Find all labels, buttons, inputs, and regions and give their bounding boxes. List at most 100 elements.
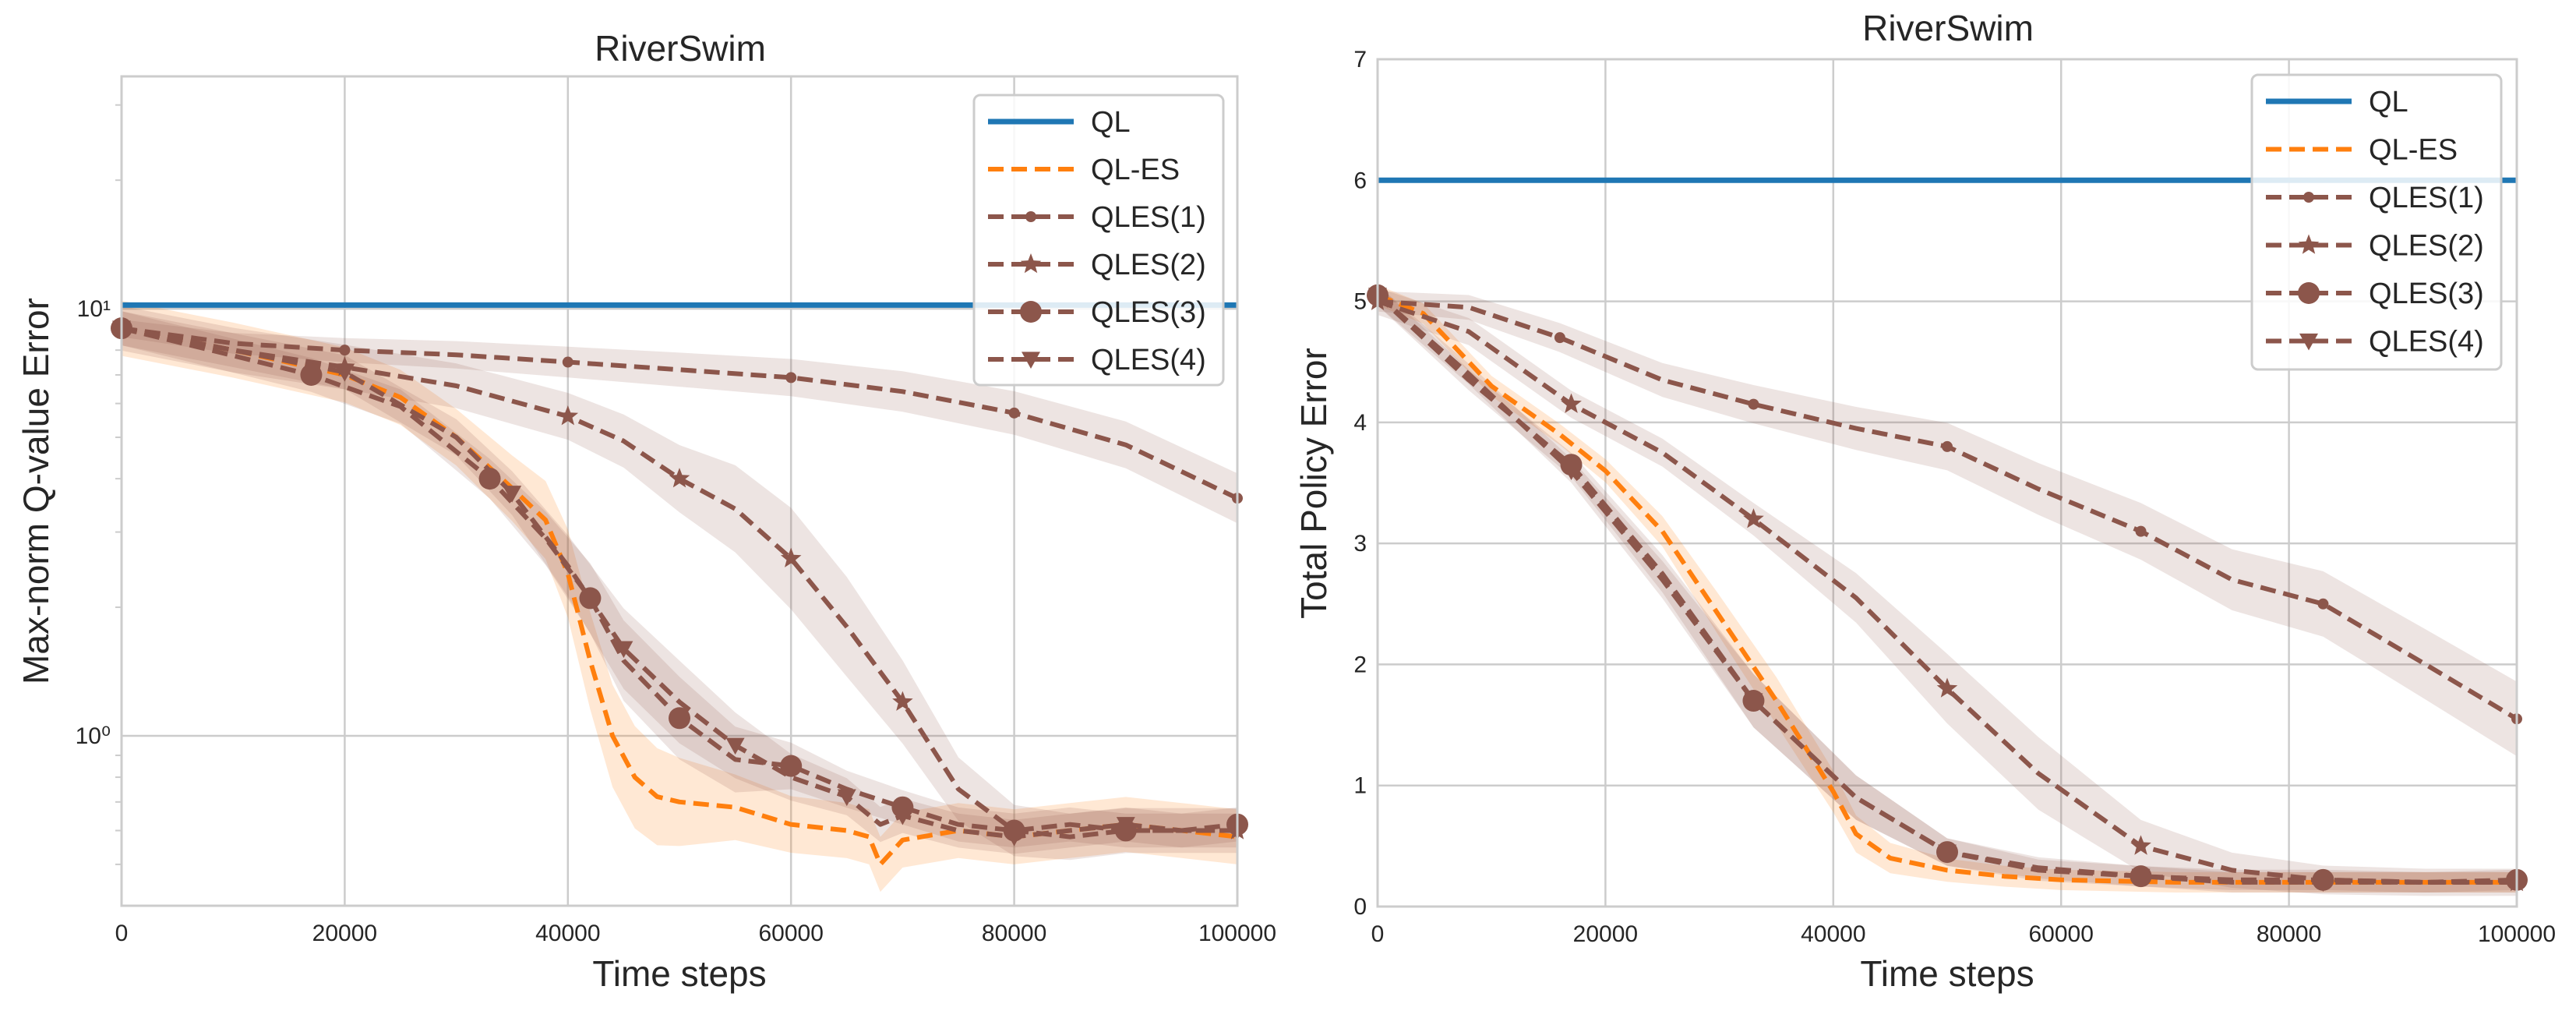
data-point-marker (1938, 844, 1957, 862)
x-tick-labels: 0 20000 40000 60000 80000 100000 (1371, 921, 2556, 947)
legend-marker (2298, 282, 2320, 304)
x-axis-label: Time steps (592, 953, 766, 994)
y-tick-labels: 0 1 2 3 4 5 6 7 (1353, 47, 1367, 920)
data-point-marker (300, 363, 323, 386)
legend: QL QL-ES QLES(1) QLES(2) QLES(3) QLES(4) (2250, 73, 2503, 371)
data-point-marker (1004, 829, 1024, 847)
data-point-marker (335, 364, 355, 382)
legend-marker (2298, 234, 2320, 254)
legend-label: QLES(4) (1091, 344, 1206, 376)
data-point-marker (1936, 677, 1958, 698)
data-point-marker (557, 405, 579, 426)
data-point-marker (893, 808, 912, 825)
data-point-marker (562, 356, 573, 368)
y-tick-label: 0 (1353, 894, 1367, 920)
y-tick-label: 10¹ (77, 296, 111, 322)
legend-marker (2299, 333, 2318, 351)
confidence-band-qles-2- (1378, 288, 2517, 896)
x-tick-label: 100000 (1198, 921, 1276, 946)
legend: QL QL-ES QLES(1) QLES(2) QLES(3) QLES(4) (972, 94, 1225, 387)
axes-frame (120, 75, 1239, 907)
chart-title: RiverSwim (595, 28, 766, 69)
data-point-marker (2135, 525, 2147, 537)
legend-label: QLES(3) (1091, 296, 1206, 329)
data-point-marker (725, 737, 745, 755)
axes-frame (1376, 58, 2518, 908)
y-axis-label: Total Policy Error (1293, 348, 1334, 619)
legend-marker (2303, 192, 2314, 203)
legend-label: QLES(2) (1091, 249, 1206, 281)
x-tick-labels: 0 20000 40000 60000 80000 100000 (115, 921, 1276, 946)
chart-title: RiverSwim (1862, 8, 2034, 48)
data-point-marker (2313, 875, 2333, 892)
y-tick-label: 2 (1353, 652, 1367, 677)
x-tick-label: 40000 (535, 921, 600, 946)
confidence-band-qles-4- (122, 311, 1237, 854)
confidence-band-qles-2- (122, 306, 1237, 861)
confidence-band-qles-1- (122, 320, 1237, 524)
series-line-qles-1- (121, 326, 1239, 500)
series-line-qles-2- (121, 326, 1237, 839)
x-tick-label: 20000 (312, 921, 377, 946)
x-tick-label: 60000 (2028, 921, 2093, 947)
data-point-marker (1561, 393, 1582, 413)
data-point-marker (478, 468, 501, 490)
data-point-marker (1744, 693, 1763, 711)
data-point-marker (1554, 332, 1565, 344)
data-point-marker (1942, 440, 1953, 452)
data-point-marker (780, 755, 803, 777)
data-point-marker (892, 691, 913, 711)
y-tick-label: 3 (1353, 531, 1367, 557)
confidence-band-qles-3- (122, 311, 1237, 848)
y-tick-label: 1 (1353, 773, 1367, 799)
y-tick-label: 6 (1353, 168, 1367, 193)
series-line-ql-es (1376, 293, 2517, 885)
legend-marker (1022, 352, 1040, 369)
data-point-marker (1008, 407, 1020, 419)
data-point-marker (1116, 817, 1135, 834)
legend-label: QLES(2) (2369, 230, 2484, 263)
chart-panel-policy-error: RiverSwim 0 20000 40000 60000 80000 100000 0 1… (1293, 8, 2556, 994)
x-axis-label: Time steps (1860, 953, 2034, 994)
data-point-marker (1561, 463, 1581, 480)
y-axis-label: Max-norm Q-value Error (16, 298, 56, 684)
data-point-marker (2131, 868, 2151, 886)
y-tick-label: 5 (1353, 289, 1367, 315)
data-point-marker (2130, 835, 2151, 855)
x-tick-label: 100000 (2478, 921, 2556, 947)
x-tick-label: 40000 (1801, 921, 1865, 947)
chart-panel-q-value-error: RiverSwim 0 20000 40000 60000 80000 100000 10… (16, 28, 1276, 994)
x-tick-label: 20000 (1573, 921, 1638, 947)
data-point-marker (837, 789, 856, 807)
series-markers (111, 317, 1248, 847)
series-line-qles-4- (121, 326, 1237, 839)
legend-label: QLES(4) (2369, 326, 2484, 359)
legend-label: QL (2369, 86, 2408, 118)
data-point-marker (669, 707, 690, 730)
data-point-marker (1743, 508, 1764, 528)
x-tick-label: 0 (1371, 921, 1385, 947)
data-point-marker (503, 486, 522, 503)
data-point-marker (780, 547, 802, 567)
data-point-marker (2317, 598, 2329, 610)
legend-marker (1020, 253, 1042, 274)
legend-label: QLES(1) (2369, 182, 2484, 214)
y-tick-label: 7 (1353, 47, 1367, 72)
legend-label: QL-ES (1091, 154, 1180, 186)
data-point-marker (614, 641, 633, 659)
legend-marker (1025, 211, 1036, 222)
data-point-marker (785, 372, 797, 384)
x-tick-label: 60000 (758, 921, 823, 946)
y-tick-label: 10⁰ (76, 723, 111, 749)
x-tick-label: 80000 (982, 921, 1046, 946)
legend-marker (1020, 301, 1042, 323)
legend-label: QL-ES (2369, 134, 2458, 167)
y-tick-labels: 10⁰ 10¹ (76, 296, 111, 749)
legend-label: QLES(3) (2369, 277, 2484, 310)
legend-label: QL (1091, 106, 1131, 139)
x-tick-label: 0 (115, 921, 129, 946)
x-tick-label: 80000 (2257, 921, 2321, 947)
series-markers (1367, 284, 2528, 892)
data-point-marker (1748, 398, 1759, 410)
